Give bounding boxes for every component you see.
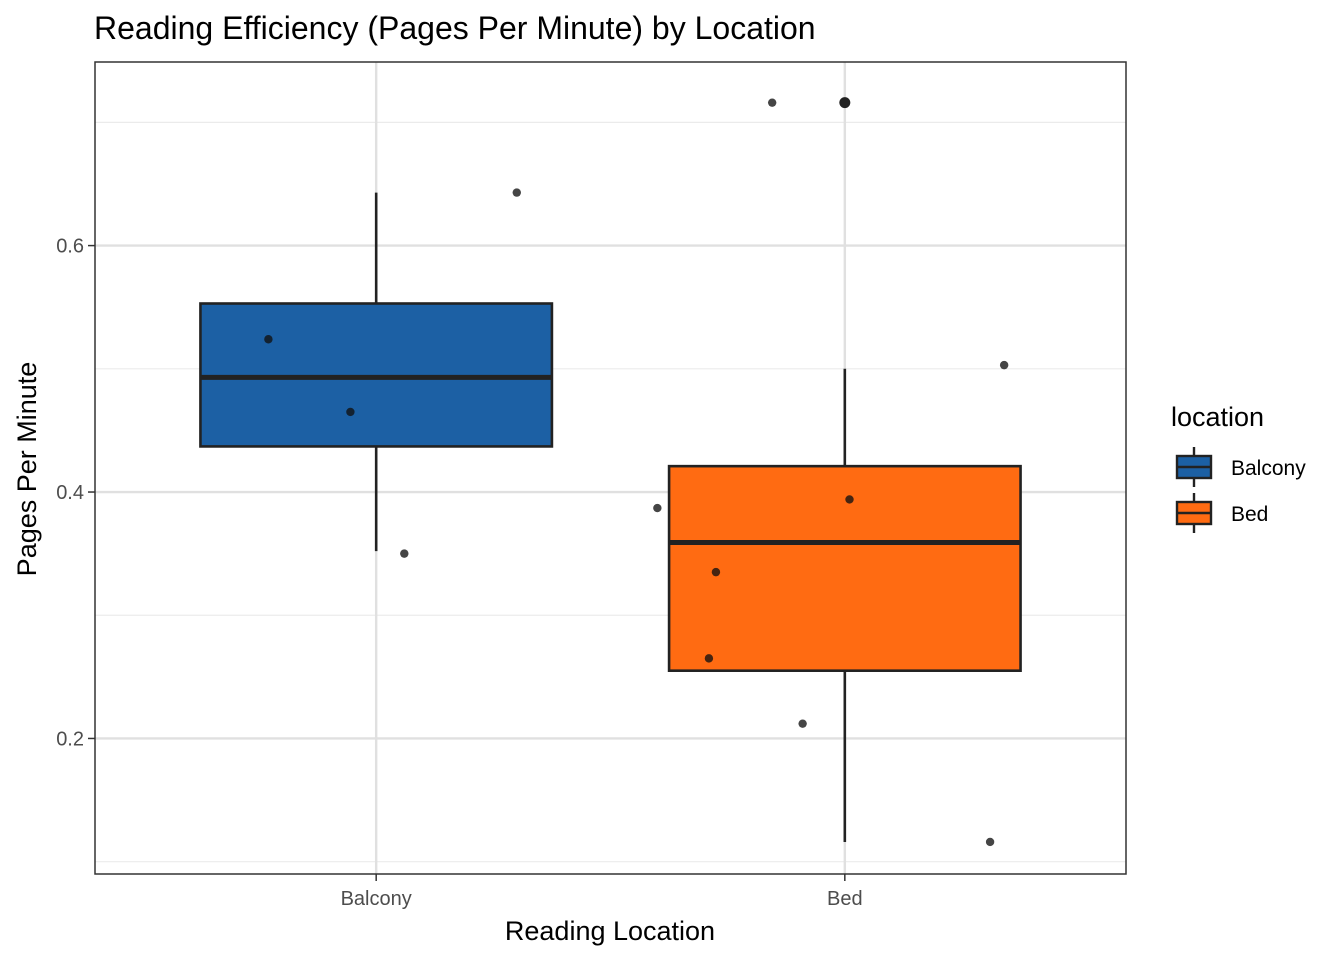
data-point [985, 837, 995, 847]
x-axis-title: Reading Location [505, 916, 715, 946]
data-point [653, 503, 662, 513]
data-point [264, 335, 273, 344]
data-point [711, 567, 721, 577]
plot-panel [94, 61, 1127, 875]
legend-label-balcony: Balcony [1231, 457, 1306, 480]
outlier-point [839, 97, 851, 109]
x-tick-label: Balcony [341, 888, 412, 910]
data-point [999, 360, 1009, 370]
y-tick-label: 0.6 [56, 236, 84, 258]
y-axis-title: Pages Per Minute [12, 362, 42, 577]
data-point [767, 98, 777, 107]
data-point [845, 495, 854, 504]
data-point [346, 407, 355, 417]
box-bed [667, 97, 1022, 842]
legend-title: location [1171, 402, 1264, 432]
legend-label-bed: Bed [1231, 503, 1268, 526]
data-point [400, 549, 409, 558]
x-tick-label: Bed [827, 888, 863, 910]
data-point [704, 654, 714, 663]
y-tick-label: 0.2 [56, 728, 84, 750]
data-point [798, 719, 807, 728]
legend: location Balcony Bed [1171, 402, 1306, 533]
box-iqr [667, 464, 1022, 672]
panel-border [94, 61, 1127, 875]
y-tick-label: 0.4 [56, 482, 84, 504]
box-balcony [199, 192, 554, 552]
data-point [512, 188, 521, 197]
chart-title: Reading Efficiency (Pages Per Minute) by… [94, 10, 816, 46]
